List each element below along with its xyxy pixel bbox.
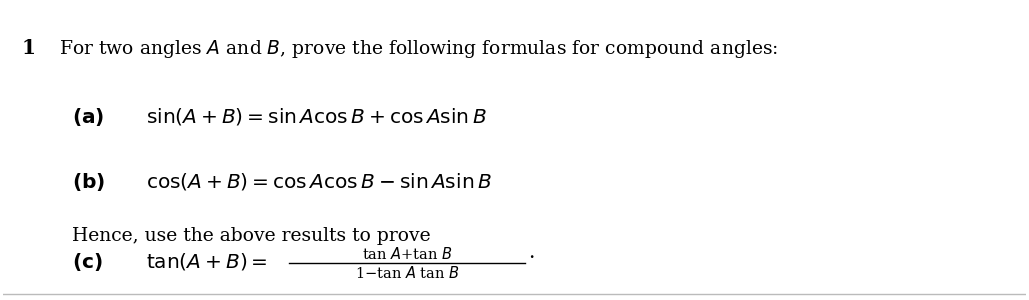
Text: $\sin(A + B) = \sin A\cos B + \cos A\sin B$: $\sin(A + B) = \sin A\cos B + \cos A\sin… bbox=[146, 106, 487, 127]
Text: For two angles $\mathit{A}$ and $\mathit{B}$, prove the following formulas for c: For two angles $\mathit{A}$ and $\mathit… bbox=[59, 38, 778, 60]
Text: $\tan(A + B) =$: $\tan(A + B) =$ bbox=[146, 251, 268, 272]
Text: 1$-$tan $A$ tan $B$: 1$-$tan $A$ tan $B$ bbox=[355, 265, 459, 281]
Text: 1: 1 bbox=[22, 38, 35, 58]
Text: $\mathbf{(c)}$: $\mathbf{(c)}$ bbox=[72, 251, 103, 273]
Text: Hence, use the above results to prove: Hence, use the above results to prove bbox=[72, 226, 431, 244]
Text: .: . bbox=[528, 243, 534, 262]
Text: $\cos(A + B) = \cos A\cos B - \sin A\sin B$: $\cos(A + B) = \cos A\cos B - \sin A\sin… bbox=[146, 171, 492, 192]
Text: tan $A$+tan $B$: tan $A$+tan $B$ bbox=[361, 246, 453, 262]
Text: $\mathbf{(a)}$: $\mathbf{(a)}$ bbox=[72, 106, 105, 128]
Text: $\mathbf{(b)}$: $\mathbf{(b)}$ bbox=[72, 171, 106, 193]
